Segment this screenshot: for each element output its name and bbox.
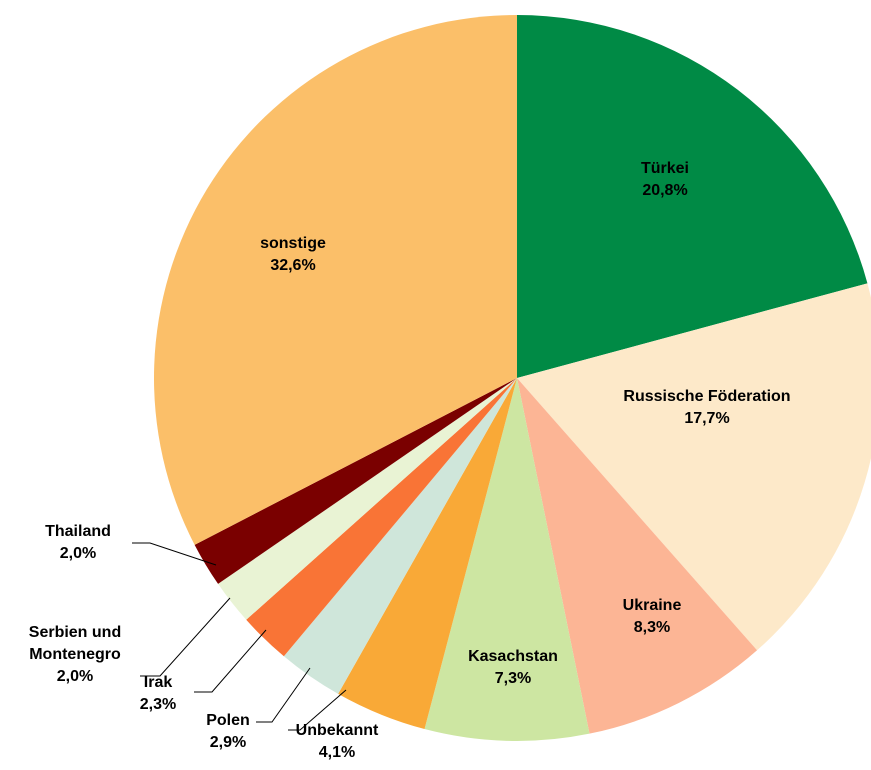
slice-label: Türkei 20,8%: [565, 158, 765, 202]
pie-slice: [517, 378, 758, 734]
pie-slice: [424, 378, 590, 741]
pie-slice: [218, 378, 517, 620]
pie-slice: [517, 15, 868, 378]
slice-value: 17,7%: [684, 410, 730, 427]
slice-name: Ukraine: [622, 597, 682, 614]
leader-line: [194, 629, 267, 693]
slice-value: 2,3%: [139, 696, 177, 713]
pie-slice: [517, 283, 871, 651]
slice-value: 2,9%: [209, 734, 247, 751]
pie-slice: [283, 378, 517, 694]
slice-name: Serbien und Montenegro: [28, 624, 122, 663]
slice-value: 7,3%: [494, 670, 532, 687]
slice-label: sonstige 32,6%: [233, 233, 353, 277]
pie-slice: [194, 378, 517, 584]
slice-name: Unbekannt: [295, 722, 379, 739]
slice-value: 32,6%: [270, 257, 316, 274]
slice-name: Kasachstan: [468, 648, 558, 665]
slice-name: sonstige: [260, 235, 326, 252]
slice-label: Unbekannt 4,1%: [267, 720, 407, 764]
slice-label: Thailand 2,0%: [18, 521, 138, 565]
slice-label: Polen 2,9%: [178, 710, 278, 754]
slice-name: Türkei: [640, 160, 689, 177]
slice-name: Thailand: [45, 523, 111, 540]
slice-value: 20,8%: [642, 182, 688, 199]
slice-value: 8,3%: [633, 619, 671, 636]
leader-line: [288, 689, 347, 731]
slice-label: Ukraine 8,3%: [592, 595, 712, 639]
slice-name: Polen: [206, 712, 250, 729]
leader-line: [132, 542, 217, 566]
slice-label: Irak 2,3%: [118, 672, 198, 716]
slice-name: Irak: [143, 674, 173, 691]
pie-slice: [246, 378, 517, 657]
slice-value: 2,0%: [59, 545, 97, 562]
pie-slice: [338, 378, 517, 730]
slice-name: Russische Föderation: [623, 388, 791, 405]
slice-value: 2,0%: [56, 668, 94, 685]
slice-value: 4,1%: [318, 744, 356, 761]
slice-label: Serbien und Montenegro 2,0%: [15, 622, 135, 688]
pie-slice: [153, 15, 517, 545]
leader-line: [140, 597, 231, 677]
leader-line: [256, 667, 311, 723]
slice-label: Kasachstan 7,3%: [443, 646, 583, 690]
slice-label: Russische Föderation 17,7%: [577, 386, 837, 430]
